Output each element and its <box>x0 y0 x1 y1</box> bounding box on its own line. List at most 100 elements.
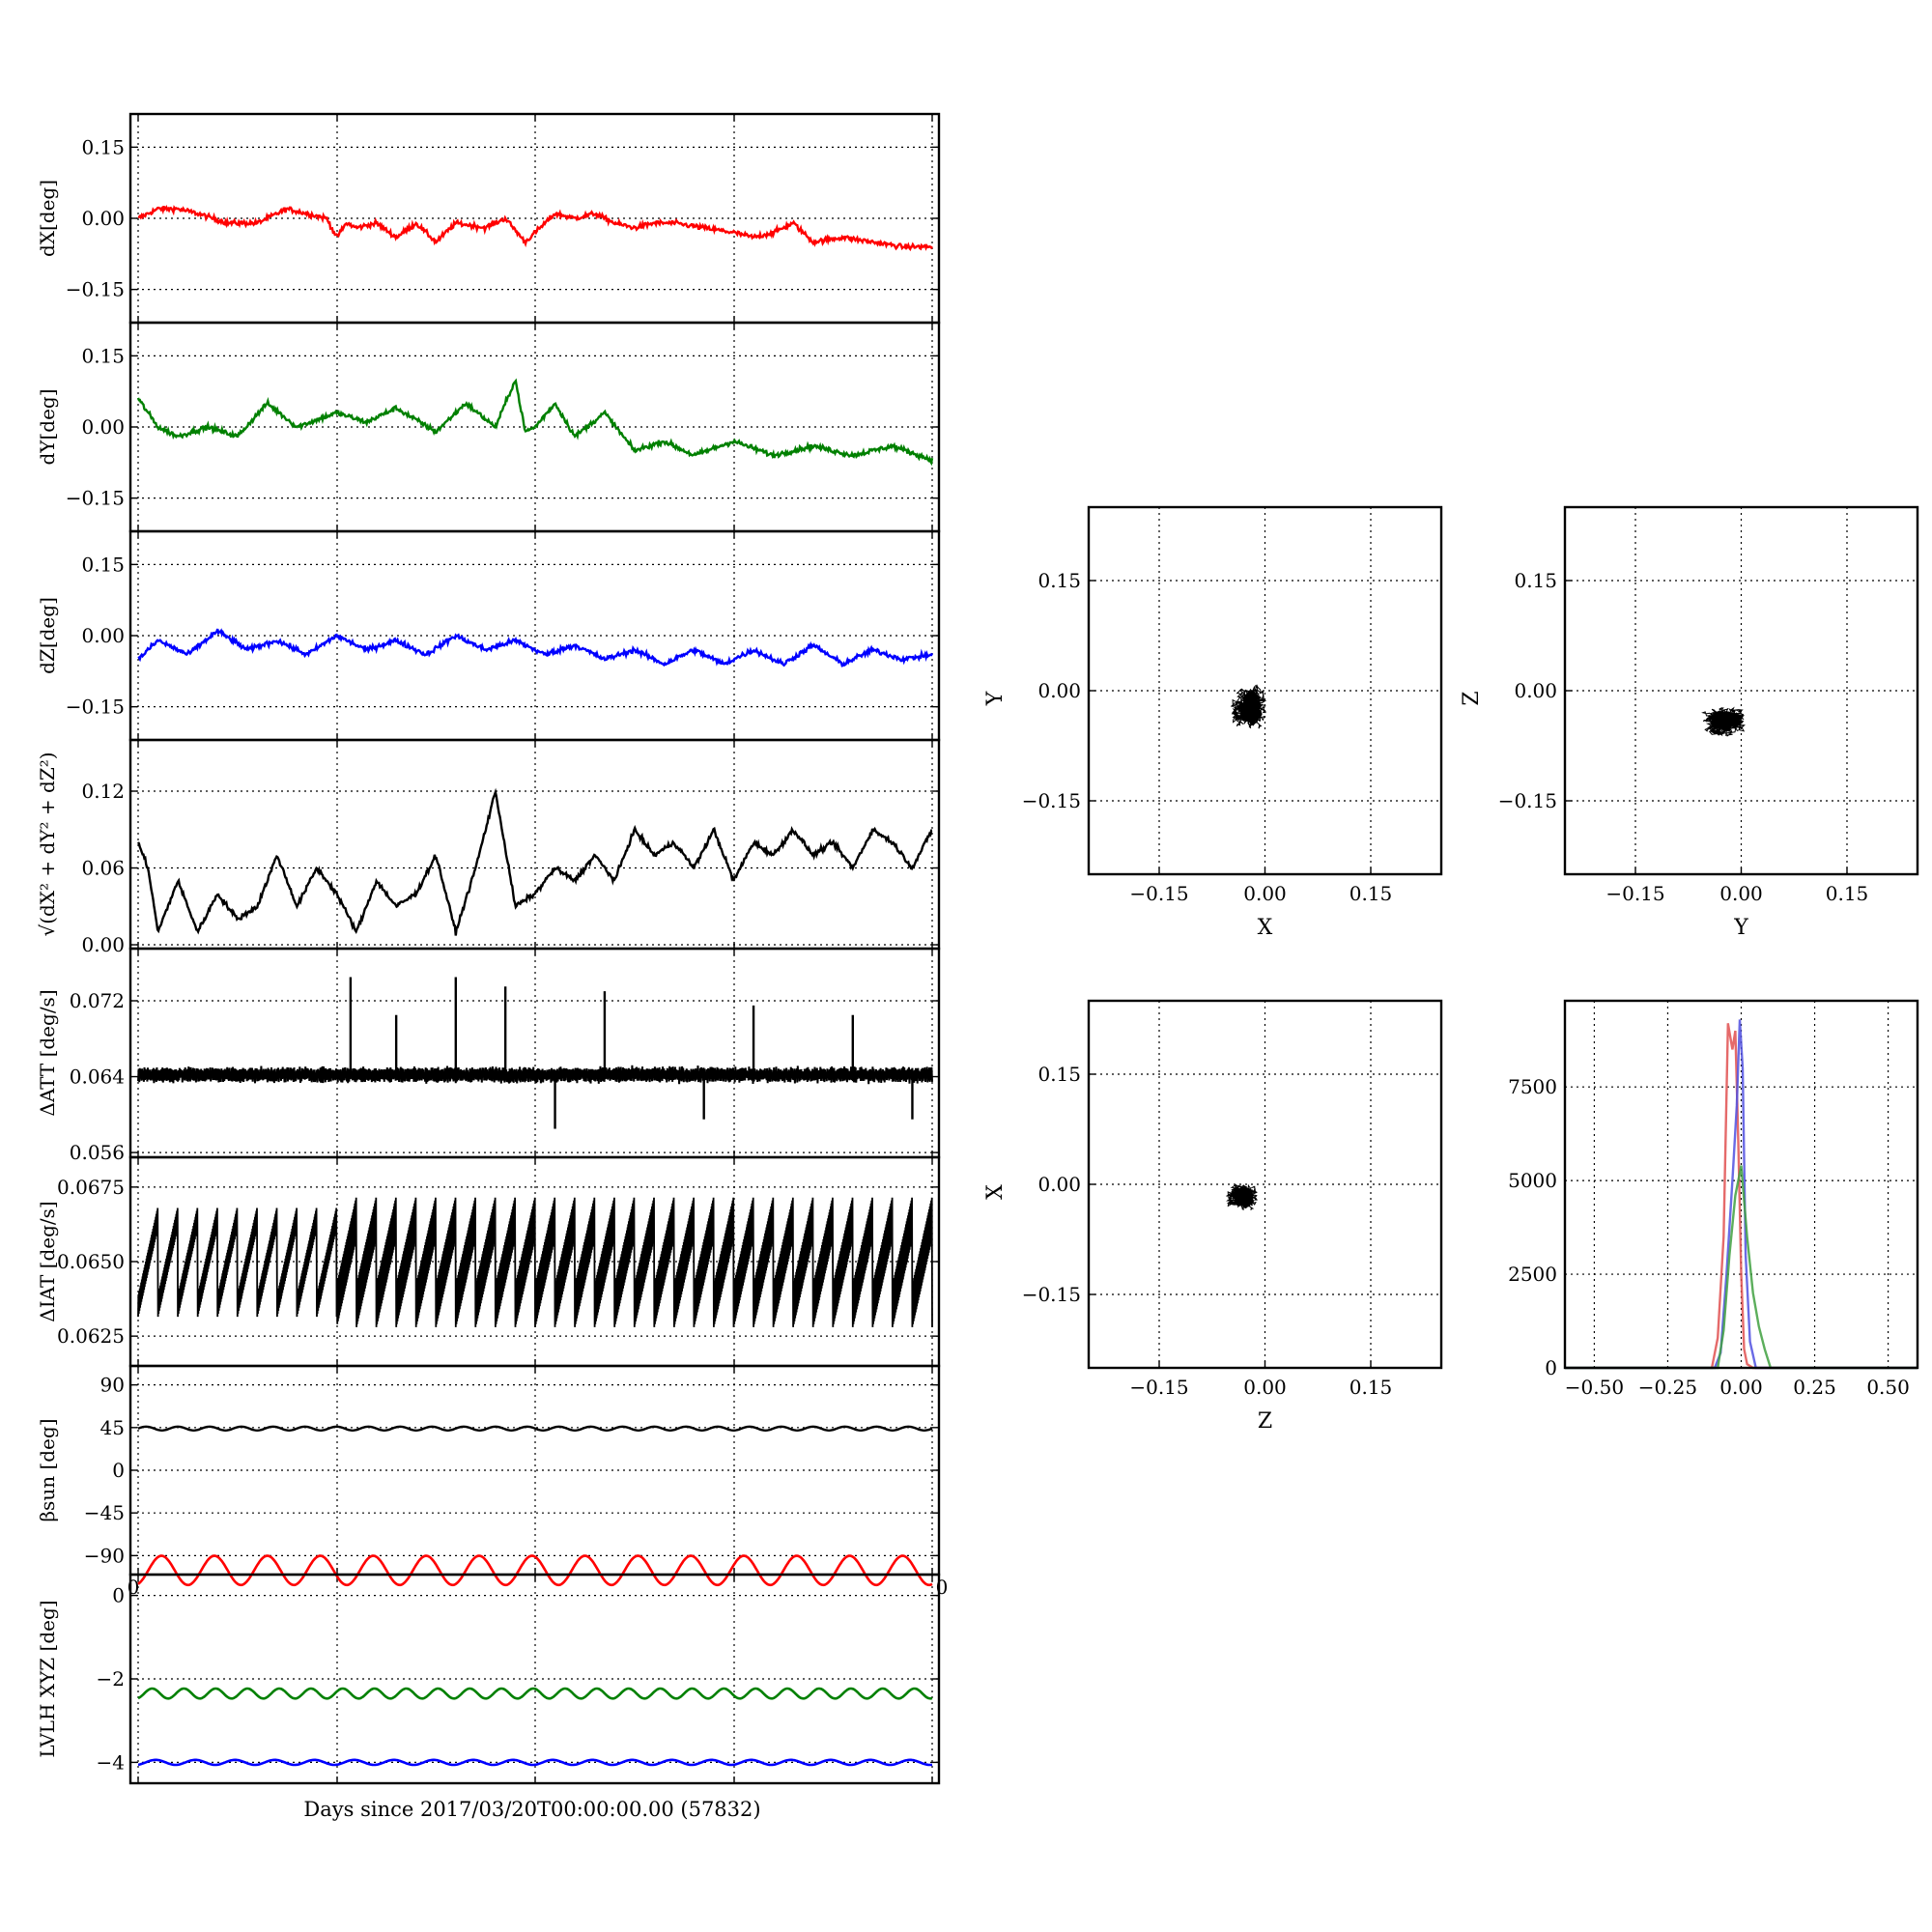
x-tick-label: 0.00 <box>1243 882 1287 905</box>
axes-frame <box>1087 505 1443 876</box>
y-tick-label: 0.0625 <box>57 1324 125 1348</box>
y-tick-label: 90 <box>100 1374 125 1397</box>
x-axis-label: Z <box>1258 1409 1272 1434</box>
y-tick-label: 0.00 <box>1037 679 1081 702</box>
y-tick-label: −0.15 <box>1022 1283 1081 1306</box>
y-tick-label: 0.0675 <box>57 1176 125 1199</box>
y-tick-label: 5000 <box>1508 1169 1557 1192</box>
y-tick-label: −0.15 <box>66 487 125 510</box>
y-tick-label: −0.15 <box>66 696 125 719</box>
y-tick-label: 0.15 <box>1037 569 1081 592</box>
x-tick-label: 0.00 <box>1243 1376 1287 1399</box>
yz-scatter-panel: −0.15 −0.15 0.00 0.00 0.15 0.15 Y Z <box>1460 505 1919 940</box>
y-tick-label: 0 <box>112 1459 125 1482</box>
axes-frame <box>1563 505 1919 876</box>
y-axis-label: dY[deg] <box>36 388 59 465</box>
y-tick-label: −0.15 <box>1498 789 1557 812</box>
norm-panel: 0.12 0.06 0.00 √(dX² + dY² + dZ²) <box>36 738 941 956</box>
x-axis-label: Y <box>1733 916 1748 940</box>
data-line <box>137 1425 933 1433</box>
x-tick-label: −0.15 <box>1605 882 1664 905</box>
x-tick-label: −0.25 <box>1638 1376 1697 1399</box>
y-tick-label: −45 <box>84 1501 125 1524</box>
y-tick-label: 45 <box>100 1416 125 1439</box>
y-tick-label: −90 <box>84 1544 125 1567</box>
axes-frame <box>128 1573 941 1785</box>
y-tick-label: −0.15 <box>1022 789 1081 812</box>
datt-panel: 0.072 0.064 0.056 ΔATT [deg/s] <box>36 947 941 1164</box>
y-axis-label: dX[deg] <box>36 180 59 257</box>
data-line <box>137 1065 933 1085</box>
data-line <box>137 1687 933 1700</box>
y-tick-label: 0.056 <box>70 1141 125 1164</box>
y-axis-label: ΔATT [deg/s] <box>36 989 59 1116</box>
scatter-trace <box>1226 1183 1258 1210</box>
x-tick-label: 0 <box>128 1576 140 1599</box>
y-tick-label: 2500 <box>1508 1263 1557 1286</box>
x-tick-label: 0.15 <box>1350 1376 1393 1399</box>
y-tick-label: −4 <box>97 1750 125 1774</box>
beta-sun-panel: 90 45 0 −45 −90 βsun [deg] <box>36 1364 941 1577</box>
scatter-trace <box>1231 684 1266 729</box>
y-tick-label: 0.00 <box>81 933 125 956</box>
y-tick-label: 0.15 <box>81 344 125 367</box>
x-tick-label: 0.00 <box>1719 882 1763 905</box>
x-axis-label: X <box>1258 916 1273 940</box>
zx-scatter-panel: −0.15 −0.15 0.00 0.00 0.15 0.15 Z X <box>983 999 1443 1434</box>
x-tick-label: −0.15 <box>1129 1376 1188 1399</box>
axes-frame <box>1087 999 1443 1370</box>
data-line <box>137 1197 933 1327</box>
y-tick-label: 0.0650 <box>57 1250 125 1273</box>
y-tick-label: 0.072 <box>70 989 125 1012</box>
y-tick-label: 0.15 <box>81 135 125 158</box>
y-tick-label: 0.12 <box>81 780 125 803</box>
data-line <box>136 378 934 467</box>
dy-panel: 0.15 0.00 −0.15 dY[deg] <box>36 321 941 533</box>
x-tick-label: 0 <box>936 1576 949 1599</box>
y-axis-label: X <box>983 1184 1008 1200</box>
y-tick-label: 7500 <box>1508 1075 1557 1098</box>
y-axis-label: βsun [deg] <box>36 1419 59 1522</box>
y-tick-label: 0.00 <box>1037 1173 1081 1196</box>
histogram-line <box>1565 1165 1918 1370</box>
x-tick-label: −0.15 <box>1129 882 1188 905</box>
dx-panel: 0.15 0.00 −0.15 dX[deg] <box>36 112 941 325</box>
x-tick-label: 0.00 <box>1719 1376 1763 1399</box>
histogram-panel: −0.50 −0.25 0.00 0.25 0.50 0 2500 5000 7500 <box>1508 999 1919 1399</box>
y-axis-label: Z <box>1460 691 1484 705</box>
y-tick-label: 0.00 <box>81 624 125 647</box>
xy-scatter-panel: −0.15 −0.15 0.00 0.00 0.15 0.15 X Y <box>983 505 1443 940</box>
y-tick-label: 0.06 <box>81 857 125 880</box>
x-tick-label: 0.50 <box>1866 1376 1910 1399</box>
data-line <box>137 1554 933 1587</box>
y-axis-label: Y <box>983 691 1008 706</box>
y-tick-label: 0.00 <box>1514 679 1557 702</box>
y-tick-label: 0.064 <box>70 1065 125 1089</box>
data-line <box>137 1758 933 1767</box>
y-tick-label: 0 <box>112 1584 125 1607</box>
x-tick-label: −0.50 <box>1565 1376 1624 1399</box>
data-line <box>136 787 933 936</box>
diat-panel: 0.0675 0.0650 0.0625 ΔIAT [deg/s] <box>36 1155 941 1368</box>
data-line <box>137 628 934 668</box>
histogram-line <box>1565 1023 1918 1370</box>
axes-frame <box>1563 999 1919 1370</box>
y-axis-label: ΔIAT [deg/s] <box>36 1201 59 1321</box>
dz-panel: 0.15 0.00 −0.15 dZ[deg] <box>36 529 941 742</box>
y-axis-label: dZ[deg] <box>36 597 59 674</box>
y-tick-label: 0.15 <box>81 553 125 576</box>
y-tick-label: 0.15 <box>1514 569 1557 592</box>
y-axis-label: LVLH XYZ [deg] <box>36 1600 59 1757</box>
x-tick-label: 0.15 <box>1350 882 1393 905</box>
scatter-trace <box>1701 706 1746 737</box>
x-tick-label: 0.15 <box>1826 882 1869 905</box>
x-axis-label-bottom: Days since 2017/03/20T00:00:00.00 (57832… <box>303 1798 760 1821</box>
y-tick-label: 0.15 <box>1037 1063 1081 1086</box>
x-tick-label: 0.25 <box>1793 1376 1836 1399</box>
y-tick-label: 0 <box>1545 1356 1557 1379</box>
y-tick-label: −2 <box>97 1667 125 1690</box>
y-tick-label: 0.00 <box>81 207 125 230</box>
y-tick-label: 0.00 <box>81 415 125 439</box>
